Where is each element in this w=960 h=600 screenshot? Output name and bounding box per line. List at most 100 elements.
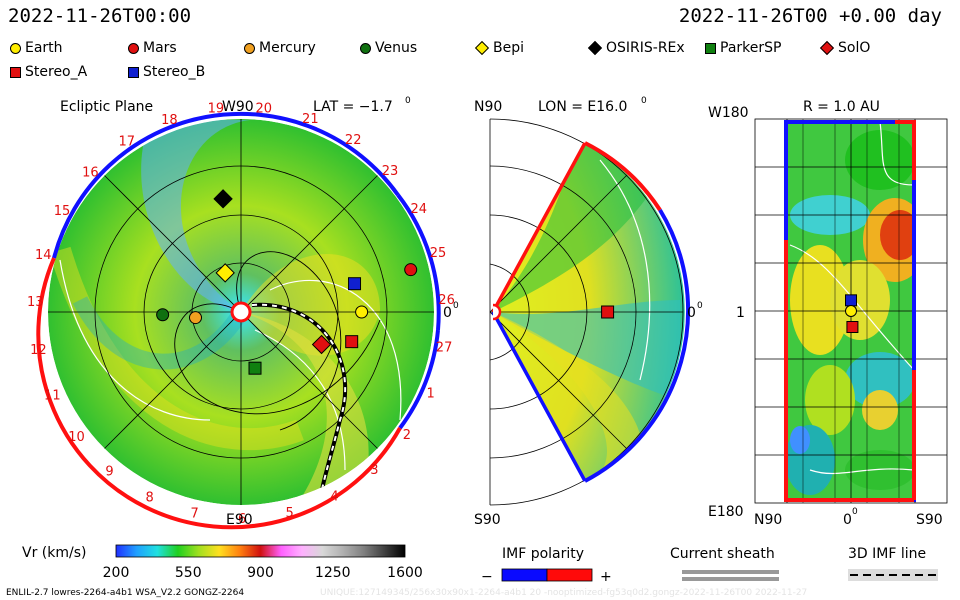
colorbar-tick-label: 1250	[315, 565, 351, 581]
carrington-tick-label: 8	[145, 491, 153, 506]
carrington-tick-label: 11	[44, 389, 61, 404]
map-bottom-center: 0	[843, 512, 852, 528]
imf-pos-swatch	[546, 568, 593, 582]
mars-marker-icon	[128, 42, 139, 54]
carrington-tick-label: 25	[430, 246, 447, 261]
carrington-tick-label: 10	[68, 430, 85, 445]
ecliptic-lat-sup: 0	[405, 96, 411, 106]
sheath-line-2	[682, 577, 779, 581]
carrington-tick-label: 19	[208, 102, 225, 117]
meridional-lon-label: LON = E16.0	[538, 99, 627, 115]
carrington-ticks: 19 20212223242526271234567891011121314151…	[27, 101, 455, 527]
meridional-right-label: 0	[687, 305, 696, 321]
carrington-tick-label: 14	[35, 248, 52, 263]
map-panel: W180 E180 R = 1.0 AU 1 0 0 N90 S90	[708, 99, 948, 528]
colorbar-label: Vr (km/s)	[22, 545, 86, 561]
legend-item-earth: Earth	[10, 40, 63, 56]
meridional-objects	[601, 305, 615, 319]
colorbar-tick-label: 900	[247, 565, 274, 581]
legend-label: Mercury	[259, 40, 316, 56]
meridional-bottom-label: S90	[474, 512, 501, 528]
earth-marker	[355, 305, 369, 319]
venus-marker	[156, 308, 170, 322]
map-bottom-left: E180	[708, 504, 744, 520]
map-bottom-r: S90	[916, 512, 943, 528]
ecliptic-lat-label: LAT = −1.7	[313, 99, 393, 115]
mercury-marker-icon	[244, 42, 255, 54]
meridional-right-sup: 0	[697, 301, 703, 311]
map-top-left: W180	[708, 105, 749, 121]
carrington-tick-label: 5	[286, 506, 294, 521]
carrington-tick-label: 26	[438, 293, 455, 308]
map-objects	[845, 294, 859, 333]
legend-item-stereo-a: Stereo_A	[10, 64, 87, 80]
carrington-tick-label: 22	[345, 133, 362, 148]
footer-right: UNIQUE:127149345/256x30x90x1-2264-a4b1 2…	[320, 588, 808, 598]
imf-label: IMF polarity	[502, 546, 584, 562]
legend-item-stereo-b: Stereo_B	[128, 64, 205, 80]
colorbar-tick-label: 1600	[387, 565, 423, 581]
earth-marker	[845, 305, 857, 317]
legend-label: Mars	[143, 40, 177, 56]
stereo-a-marker	[345, 335, 359, 349]
legend-item-mercury: Mercury	[244, 40, 316, 56]
legend-label: Stereo_B	[143, 64, 206, 80]
legend-item-mars: Mars	[128, 40, 177, 56]
solo-marker	[311, 334, 332, 355]
ecliptic-bottom-label: E90	[226, 512, 253, 528]
ecliptic-right-sup: 0	[453, 301, 459, 311]
date-left: 2022-11-26T00:00	[8, 5, 192, 27]
ecliptic-right-label: 0	[443, 305, 452, 321]
ecliptic-title: Ecliptic Plane	[60, 99, 153, 115]
parkersp-marker-icon	[705, 42, 716, 54]
carrington-tick-label: 1	[426, 386, 434, 401]
osiris-rex-marker	[213, 189, 233, 209]
meridional-top-label: N90	[474, 99, 502, 115]
parkersp-marker	[248, 361, 262, 375]
meridional-lon-sup: 0	[641, 96, 647, 106]
carrington-tick-label: 6	[238, 512, 246, 527]
legend-label: ParkerSP	[720, 40, 782, 56]
imf-minus: −	[481, 569, 493, 585]
carrington-tick-label: 2	[403, 428, 411, 443]
colorbar-tick-label: 550	[175, 565, 202, 581]
carrington-tick-label: 9	[105, 465, 113, 480]
carrington-tick-label: 13	[27, 295, 44, 310]
carrington-tick-label: 24	[411, 202, 428, 217]
stereo-a-marker-icon	[10, 66, 21, 78]
carrington-tick-label: 3	[370, 463, 378, 478]
ecliptic-top-label: W90	[222, 99, 254, 115]
imf-3d-legend: 3D IMF line	[848, 546, 938, 581]
stereo-a-marker	[846, 321, 859, 333]
carrington-tick-label: 17	[119, 135, 136, 150]
footer-left: ENLIL-2.7 lowres-2264-a4b1 WSA_V2.2 GONG…	[6, 588, 245, 598]
legend-label: OSIRIS-REx	[606, 40, 685, 56]
imf-neg-swatch	[501, 568, 548, 582]
ecliptic-panel: 19 20212223242526271234567891011121314151…	[27, 96, 459, 530]
legend-item-solo: SolO	[819, 40, 870, 56]
sheath-label: Current sheath	[670, 546, 775, 562]
carrington-tick-label: 23	[382, 164, 399, 179]
carrington-tick-label: 15	[54, 204, 71, 219]
venus-marker-icon	[360, 42, 371, 54]
mars-marker	[404, 263, 418, 277]
colorbar-ticks: 200 550 900 1250 1600	[103, 565, 423, 581]
map-bottom-l: N90	[754, 512, 782, 528]
legend-label: Earth	[25, 40, 63, 56]
legend-label: Venus	[375, 40, 418, 56]
colorbar-tick-label: 200	[103, 565, 130, 581]
carrington-tick-label: 12	[30, 343, 47, 358]
carrington-tick-label: 7	[191, 507, 199, 522]
meridional-panel: N90 S90 0 0 LON = E16.0 0	[474, 96, 703, 528]
carrington-tick-label: 20	[255, 101, 272, 116]
earth-marker-icon	[10, 42, 21, 54]
legend-item-venus: Venus	[360, 40, 417, 56]
carrington-tick-label: 16	[82, 166, 99, 181]
map-bottom-center-sup: 0	[852, 507, 858, 517]
stereo-a-marker	[601, 305, 615, 319]
map-mid-left: 1	[736, 305, 745, 321]
stereo-b-marker	[845, 294, 857, 307]
date-right: 2022-11-26T00 +0.00 day	[678, 5, 942, 27]
imf-plus: +	[600, 569, 612, 585]
